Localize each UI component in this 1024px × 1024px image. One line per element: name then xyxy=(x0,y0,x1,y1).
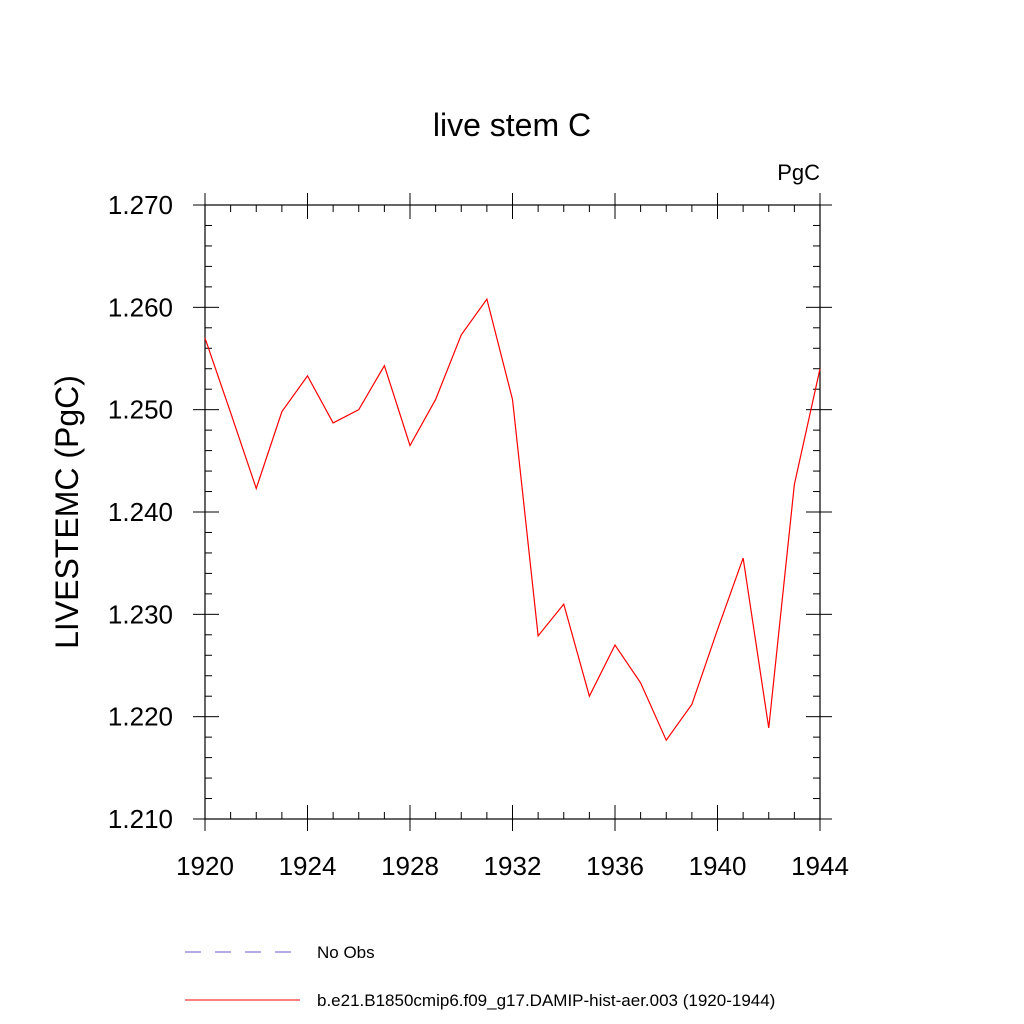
x-tick-label: 1932 xyxy=(484,851,542,881)
y-tick-label: 1.270 xyxy=(108,190,173,220)
y-tick-label: 1.240 xyxy=(108,497,173,527)
y-tick-label: 1.230 xyxy=(108,599,173,629)
chart-title: live stem C xyxy=(433,107,591,143)
axis-ticks xyxy=(193,193,832,831)
x-tick-label: 1924 xyxy=(279,851,337,881)
x-tick-label: 1936 xyxy=(586,851,644,881)
y-axis-title: LIVESTEMC (PgC) xyxy=(49,375,85,649)
y-tick-label: 1.220 xyxy=(108,702,173,732)
plot-frame xyxy=(204,204,821,820)
legend: No Obs b.e21.B1850cmip6.f09_g17.DAMIP-his… xyxy=(185,943,775,1010)
y-tick-label: 1.250 xyxy=(108,395,173,425)
y-tick-label: 1.260 xyxy=(108,292,173,322)
legend-label-1: b.e21.B1850cmip6.f09_g17.DAMIP-hist-aer.… xyxy=(317,991,775,1010)
legend-label-0: No Obs xyxy=(317,943,375,962)
y-tick-label: 1.210 xyxy=(108,804,173,834)
x-tick-label: 1944 xyxy=(791,851,849,881)
units-label: PgC xyxy=(777,160,820,185)
series-line-0 xyxy=(204,297,821,742)
x-tick-label: 1940 xyxy=(689,851,747,881)
x-tick-label: 1920 xyxy=(176,851,234,881)
x-tick-label: 1928 xyxy=(381,851,439,881)
series-group xyxy=(204,297,821,742)
tick-labels: 1920 1924 1928 1932 1936 1940 1944 1.210 1.220 1.… xyxy=(108,190,849,881)
